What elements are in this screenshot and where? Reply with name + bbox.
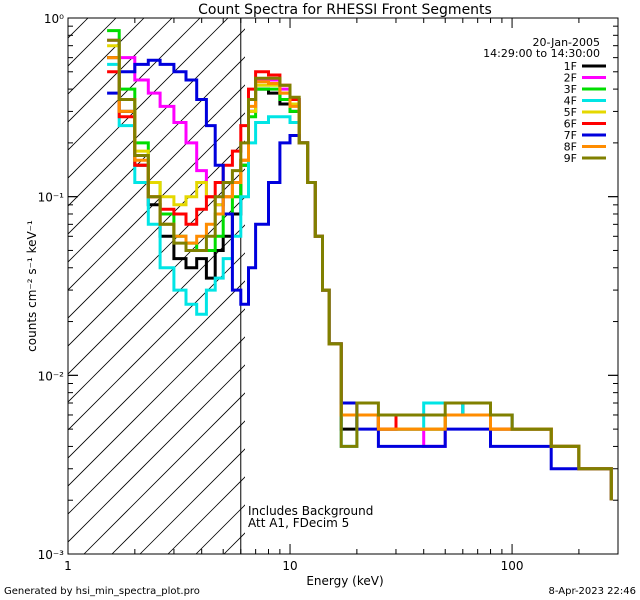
hatch-line — [68, 18, 173, 123]
legend-label-4F: 4F — [564, 95, 577, 108]
legend-label-2F: 2F — [564, 72, 577, 85]
hatch-line — [68, 84, 245, 263]
y-tick-label: 10⁻¹ — [38, 191, 65, 205]
footer-timestamp: 8-Apr-2023 22:46 — [549, 586, 636, 597]
footer-generator: Generated by hsi_min_spectra_plot.pro — [4, 586, 200, 597]
series-layer — [107, 29, 613, 501]
x-tick-label: 10 — [282, 559, 297, 573]
hatch-line — [111, 420, 245, 554]
date-label: 20-Jan-2005 — [533, 36, 601, 49]
hatch-line — [68, 18, 229, 179]
hatch-line — [68, 112, 245, 291]
hatch-line — [68, 364, 245, 543]
x-tick-label: 100 — [501, 559, 524, 573]
legend-label-3F: 3F — [564, 83, 577, 96]
y-tick-label: 10⁰ — [44, 12, 64, 26]
annotation-background: Includes Background — [248, 504, 373, 518]
plot-frame — [67, 17, 619, 555]
hatch-line — [68, 196, 245, 375]
y-axis-label: counts cm⁻² s⁻¹ keV⁻¹ — [25, 220, 39, 352]
legend-label-7F: 7F — [564, 129, 577, 142]
legend-label-5F: 5F — [564, 106, 577, 119]
annotation-attenuator: Att A1, FDecim 5 — [248, 516, 349, 530]
hatch-line — [68, 28, 245, 207]
hatch-line — [68, 18, 201, 151]
y-tick-label: 10⁻² — [38, 369, 65, 383]
time-range-label: 14:29:00 to 14:30:00 — [483, 47, 600, 60]
hatch-line — [68, 140, 245, 319]
series-8F — [107, 56, 613, 501]
hatch-line — [68, 280, 245, 459]
legend-label-9F: 9F — [564, 152, 577, 165]
hatch-line — [68, 252, 245, 431]
hatch-line — [68, 18, 117, 67]
series-9F — [107, 38, 613, 501]
x-axis-label: Energy (keV) — [306, 574, 383, 588]
legend-label-6F: 6F — [564, 118, 577, 131]
hatch-line — [68, 308, 245, 487]
series-7F — [107, 58, 613, 501]
chart-title: Count Spectra for RHESSI Front Segments — [198, 2, 492, 18]
hatch-line — [139, 448, 245, 554]
legend-label-1F: 1F — [564, 60, 577, 73]
hatch-line — [83, 392, 245, 554]
hatch-line — [68, 18, 145, 95]
y-tick-label: 10⁻³ — [38, 548, 65, 562]
axis-ticks — [67, 17, 619, 555]
legend-label-8F: 8F — [564, 141, 577, 154]
hatch-line — [68, 336, 245, 515]
x-tick-label: 1 — [64, 559, 72, 573]
axis-tick-labels: 1 10 100 10⁰ 10⁻¹ 10⁻² 10⁻³ — [38, 12, 524, 573]
